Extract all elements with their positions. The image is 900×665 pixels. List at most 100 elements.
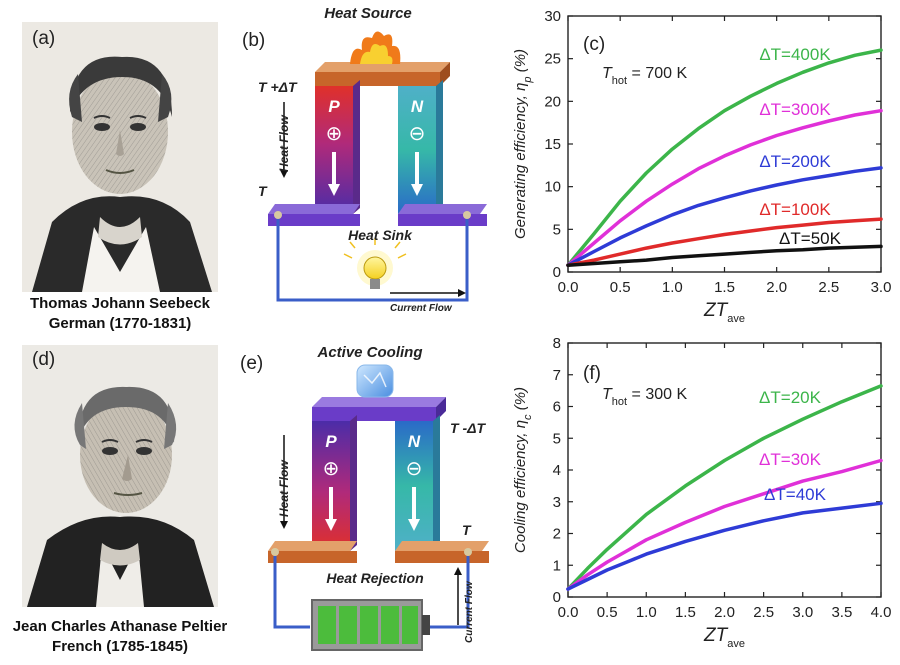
n-leg-label: N [411, 97, 424, 116]
panel-e-label: (e) [240, 353, 263, 374]
y-axis-title: Cooling efficiency, ηc (%) [512, 387, 534, 553]
x-tick-label: 1.0 [662, 279, 683, 296]
x-tick-label: 0.0 [558, 279, 579, 296]
x-tick-label: 3.0 [871, 279, 892, 296]
x-tick-label: 0.0 [558, 604, 579, 621]
cold-side-temp-label: T [258, 183, 268, 199]
seebeck-generator-diagram: (b) Heat Source T +ΔT T Heat Flow P N ⊕ … [242, 5, 487, 314]
y-tick-label: 1 [553, 557, 561, 574]
heat-rejection-label: Heat Rejection [326, 570, 423, 586]
p-sign-icon: ⊕ [326, 123, 343, 145]
x-tick-label: 3.0 [792, 604, 813, 621]
series-label: ΔT=400K [759, 45, 831, 64]
y-tick-label: 8 [553, 335, 561, 352]
chart-c-container: 0.0 0.5 1.0 1.5 2.0 2.5 3.0 0 5 10 15 20 25 30 ΔT=400K… [505, 0, 900, 335]
series-label: ΔT=100K [759, 200, 831, 219]
series-line [566, 244, 883, 267]
cold-side-temp-label: T -ΔT [450, 420, 487, 436]
x-axis-title: ZTave [703, 300, 745, 325]
series-label: ΔT=300K [759, 100, 831, 119]
x-tick-label: 2.0 [766, 279, 787, 296]
p-leg-label: P [328, 97, 340, 116]
active-cooling-label: Active Cooling [316, 344, 422, 361]
series-label: ΔT=30K [759, 450, 822, 469]
y-tick-label: 3 [553, 494, 561, 511]
series-line [566, 48, 883, 267]
heat-source-label: Heat Source [324, 5, 412, 22]
x-axis-title: ZTave [703, 625, 745, 650]
x-tick-label: 1.0 [636, 604, 657, 621]
x-tick-label: 2.5 [753, 604, 774, 621]
seebeck-info: German (1770-1831) [48, 315, 192, 332]
ice-cube-icon [356, 364, 394, 398]
series-label: ΔT=20K [759, 388, 822, 407]
panel-a-label: (a) [32, 28, 56, 49]
x-tick-label: 0.5 [610, 279, 631, 296]
generating-efficiency-chart: 0.0 0.5 1.0 1.5 2.0 2.5 3.0 0 5 10 15 20 25 30 ΔT=400K… [512, 8, 892, 325]
peltier-caption: Jean Charles Athanase Peltier French (17… [0, 617, 240, 657]
x-tick-label: 2.5 [818, 279, 839, 296]
heat-flow-label: Heat Flow [277, 460, 291, 517]
y-tick-label: 5 [553, 221, 561, 238]
n-sign-icon: ⊖ [409, 123, 426, 145]
p-leg-label: P [325, 432, 337, 451]
current-flow-label: Current Flow [390, 303, 453, 314]
x-tick-label: 1.5 [675, 604, 696, 621]
x-tick-label: 3.5 [831, 604, 852, 621]
series-label: ΔT=200K [759, 152, 831, 171]
cooling-efficiency-chart: 0.0 0.5 1.0 1.5 2.0 2.5 3.0 3.5 4.0 0 1 2 3 4 5 6 7 8 ΔT=2… [512, 335, 892, 650]
y-tick-label: 5 [553, 430, 561, 447]
current-flow-label: Current Flow [464, 580, 475, 643]
y-tick-label: 10 [544, 179, 561, 196]
y-tick-label: 6 [553, 399, 561, 416]
series-line [566, 501, 883, 591]
series-label: ΔT=40K [764, 485, 827, 504]
y-tick-label: 0 [553, 264, 561, 281]
series-line [566, 458, 883, 591]
thot-annotation: Thot = 300 K [602, 386, 687, 408]
y-tick-label: 25 [544, 51, 561, 68]
panel-d-label: (d) [32, 349, 56, 370]
peltier-cooler-diagram: (e) Active Cooling T -ΔT T Heat Flow P N… [240, 344, 489, 651]
panel-b: (b) Heat Source T +ΔT T Heat Flow P N ⊕ … [240, 0, 505, 335]
series-line [566, 166, 883, 267]
x-tick-label: 2.0 [714, 604, 735, 621]
n-sign-icon: ⊖ [406, 458, 423, 480]
heat-flow-label: Heat Flow [277, 115, 291, 172]
y-tick-label: 2 [553, 526, 561, 543]
seebeck-name: Thomas Johann Seebeck [29, 295, 211, 312]
y-tick-label: 4 [553, 462, 561, 479]
peltier-name: Jean Charles Athanase Peltier [12, 618, 228, 635]
y-tick-label: 7 [553, 367, 561, 384]
x-tick-label: 0.5 [597, 604, 618, 621]
y-tick-label: 15 [544, 136, 561, 153]
light-bulb-icon [343, 238, 407, 289]
battery-icon [311, 599, 430, 651]
heat-sink-label: Heat Sink [348, 227, 413, 243]
peltier-info: French (1785-1845) [52, 638, 188, 655]
panel-d: Jean Charles Athanase Peltier French (17… [0, 335, 240, 660]
y-tick-label: 20 [544, 93, 561, 110]
chart-panel-label: (f) [583, 363, 601, 384]
chart-f-container: 0.0 0.5 1.0 1.5 2.0 2.5 3.0 3.5 4.0 0 1 2 3 4 5 6 7 8 ΔT=2… [505, 335, 900, 660]
series-line [566, 384, 883, 591]
peltier-portrait [22, 345, 218, 607]
chart-panel-label: (c) [583, 34, 605, 55]
series-line [566, 217, 883, 267]
hot-side-temp-label: T [462, 522, 472, 538]
thot-annotation: Thot = 700 K [602, 65, 687, 87]
panel-b-label: (b) [242, 30, 265, 51]
x-tick-label: 1.5 [714, 279, 735, 296]
p-sign-icon: ⊕ [323, 458, 340, 480]
seebeck-portrait [22, 22, 218, 292]
panel-a: Thomas Johann Seebeck German (1770-1831)… [0, 0, 240, 335]
x-tick-label: 4.0 [871, 604, 892, 621]
y-tick-label: 30 [544, 8, 561, 25]
seebeck-caption: Thomas Johann Seebeck German (1770-1831) [0, 294, 240, 334]
n-leg-label: N [408, 432, 421, 451]
series-label: ΔT=50K [779, 229, 842, 248]
series-line [566, 108, 883, 267]
y-tick-label: 0 [553, 589, 561, 606]
panel-e: (e) Active Cooling T -ΔT T Heat Flow P N… [240, 335, 505, 660]
hot-side-temp-label: T +ΔT [258, 79, 298, 95]
